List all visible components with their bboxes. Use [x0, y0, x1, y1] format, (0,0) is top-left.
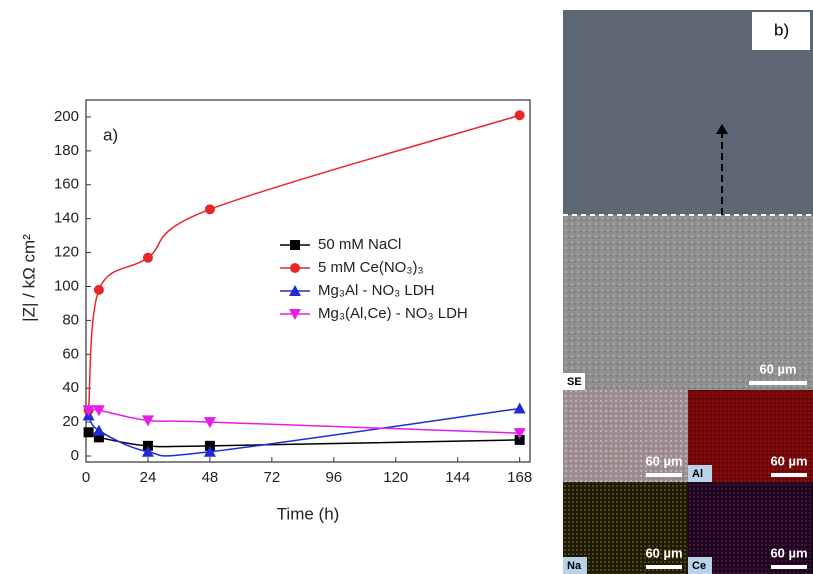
scale-label: 60 µm: [770, 545, 807, 560]
element-tag: Na: [567, 560, 582, 572]
marker: [514, 403, 526, 414]
scale-bar: [646, 473, 682, 477]
legend-label: 5 mM Ce(NO₃)₃: [318, 259, 424, 276]
scale-label: 60 µm: [770, 453, 807, 468]
x-axis-label: Time (h): [277, 504, 340, 523]
y-tick-label: 180: [54, 142, 79, 159]
element-tag: Ce: [692, 560, 706, 572]
y-tick-label: 0: [71, 447, 79, 464]
y-tick-label: 140: [54, 210, 79, 227]
scale-label: 60 µm: [645, 453, 682, 468]
legend-label: 50 mM NaCl: [318, 236, 401, 253]
panel-label: b): [774, 20, 789, 39]
legend-label: Mg₃(Al,Ce) - NO₃ LDH: [318, 305, 468, 322]
x-tick-label: 120: [383, 469, 408, 486]
series-line: [89, 409, 520, 433]
legend-marker: [290, 263, 300, 273]
scale-label: 60 µm: [645, 545, 682, 560]
y-tick-label: 80: [62, 311, 79, 328]
marker: [205, 204, 215, 214]
marker: [84, 427, 94, 437]
element-tag: SE: [567, 376, 582, 388]
marker: [94, 285, 104, 295]
x-tick-label: 0: [82, 469, 90, 486]
y-tick-label: 100: [54, 277, 79, 294]
x-tick-label: 144: [445, 469, 470, 486]
scale-label: 60 µm: [759, 361, 796, 376]
legend-marker: [290, 240, 300, 250]
y-tick-label: 200: [54, 108, 79, 125]
scale-bar: [646, 565, 682, 569]
panel-label: a): [103, 125, 118, 144]
series-line: [89, 115, 520, 410]
marker: [515, 110, 525, 120]
y-tick-label: 160: [54, 176, 79, 193]
x-tick-label: 72: [264, 469, 281, 486]
legend-label: Mg₃Al - NO₃ LDH: [318, 282, 434, 299]
x-tick-label: 24: [140, 469, 157, 486]
x-tick-label: 48: [202, 469, 219, 486]
page: {"chart_data": {"type": "line", "panel_l…: [0, 0, 813, 574]
y-tick-label: 60: [62, 345, 79, 362]
x-tick-label: 168: [507, 469, 532, 486]
y-tick-label: 20: [62, 413, 79, 430]
scale-bar: [771, 473, 807, 477]
y-tick-label: 120: [54, 244, 79, 261]
figure: b) 0 20 40 60 80 100 120 140 160 180 200 0 24 48 72 96 1…: [0, 0, 813, 574]
marker: [143, 253, 153, 263]
scale-bar: [749, 381, 807, 385]
y-tick-label: 40: [62, 379, 79, 396]
scale-bar: [771, 565, 807, 569]
y-axis-label: |Z| / kΩ cm²: [19, 234, 38, 322]
x-tick-label: 96: [325, 469, 342, 486]
element-tag: Al: [692, 468, 703, 480]
plot-frame: [86, 100, 530, 462]
